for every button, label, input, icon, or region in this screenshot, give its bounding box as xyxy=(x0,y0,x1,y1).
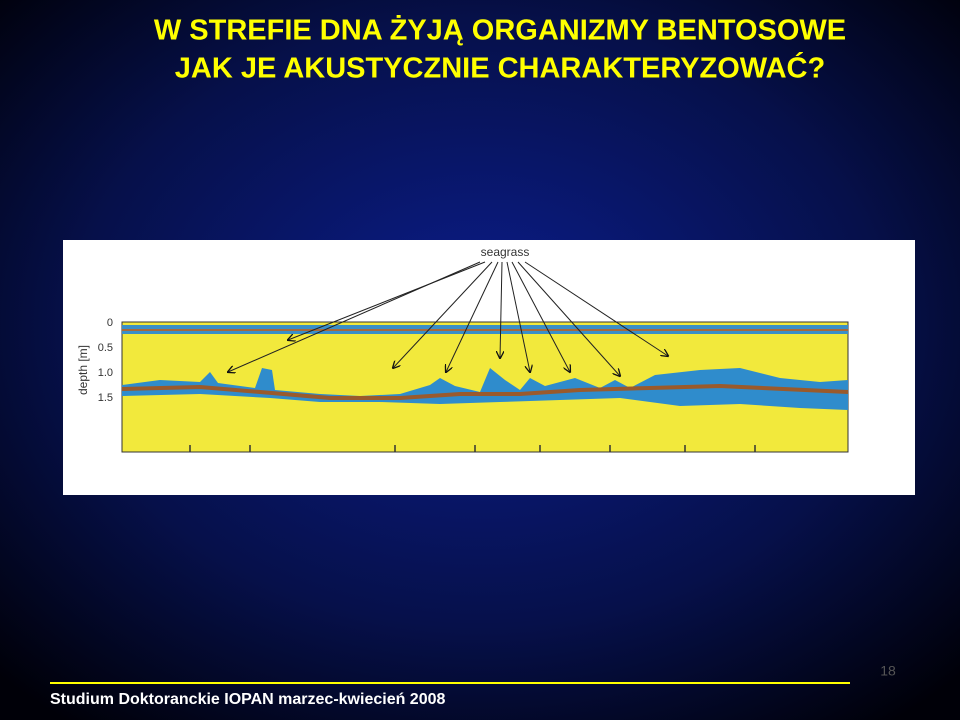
y-tick-label: 0 xyxy=(107,317,113,329)
surface-line xyxy=(122,329,848,331)
echogram-ticks xyxy=(189,445,756,452)
seabed-line xyxy=(121,383,849,400)
arrows xyxy=(228,261,668,376)
footer: Studium Doktoranckie IOPAN marzec-kwieci… xyxy=(50,691,446,708)
seabed-band xyxy=(122,368,848,410)
y-axis-label: depth [m] xyxy=(76,345,90,395)
y-tick-label: 0.5 xyxy=(98,342,113,354)
title-line: W STREFIE DNA ŻYJĄ ORGANIZMY BENTOSOWE xyxy=(154,15,846,47)
y-tick-label: 1.0 xyxy=(98,367,113,379)
figure: seagrass 0 0.5 1.0 1.5 depth [m] xyxy=(63,240,915,495)
y-tick-label: 1.5 xyxy=(98,392,113,404)
page-number: 18 xyxy=(880,663,896,679)
annotation: seagrass xyxy=(481,245,530,259)
title-line: JAK JE AKUSTYCZNIE CHARAKTERYZOWAĆ? xyxy=(175,51,825,85)
